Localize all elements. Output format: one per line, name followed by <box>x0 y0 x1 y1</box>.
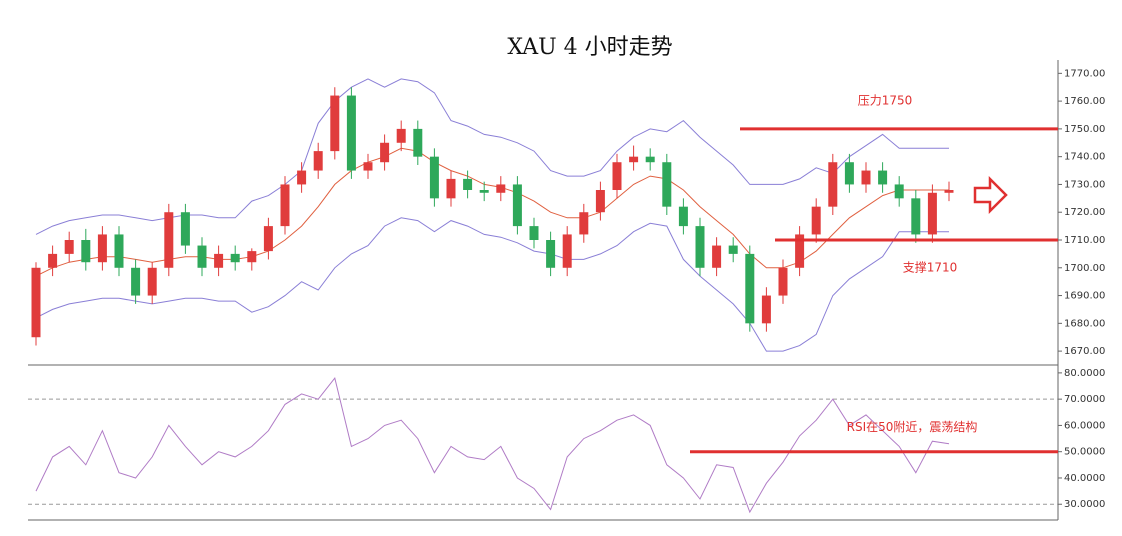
candle-body <box>263 226 273 252</box>
y-tick-label: 60.0000 <box>1064 420 1105 431</box>
candle-body <box>512 184 522 227</box>
y-tick-label: 1710.00 <box>1064 235 1105 246</box>
candle-body <box>878 170 888 185</box>
candle-body <box>164 212 174 268</box>
candle-body <box>811 206 821 235</box>
candle-body <box>297 170 307 185</box>
y-tick-label: 1700.00 <box>1064 263 1105 274</box>
candle-body <box>380 142 390 163</box>
y-tick-label: 1770.00 <box>1064 68 1105 79</box>
candle-body <box>313 151 323 171</box>
candle-body <box>861 170 871 185</box>
candle-body <box>927 192 937 235</box>
candle-body <box>778 267 788 296</box>
candle-body <box>330 95 340 152</box>
candle-body <box>396 128 406 143</box>
candle-body <box>629 156 639 163</box>
candle-body <box>662 162 672 207</box>
candle-body <box>479 190 489 193</box>
y-tick-label: 70.0000 <box>1064 394 1105 405</box>
y-tick-label: 1720.00 <box>1064 207 1105 218</box>
candle-body <box>911 198 921 235</box>
candle-body <box>197 245 207 268</box>
candle-body <box>247 251 257 263</box>
candle-body <box>429 156 439 199</box>
candle-body <box>546 240 556 268</box>
candle-body <box>463 178 473 190</box>
candle-body <box>562 234 572 268</box>
candle-body <box>446 178 456 199</box>
y-tick-label: 1740.00 <box>1064 152 1105 163</box>
direction-arrow <box>973 175 1008 215</box>
candle-body <box>944 190 954 193</box>
candle-body <box>81 240 91 263</box>
candle-body <box>114 234 124 268</box>
y-tick-label: 1690.00 <box>1064 291 1105 302</box>
candle-body <box>64 240 74 254</box>
candle-body <box>828 162 838 207</box>
annotation: 支撑1710 <box>903 260 958 275</box>
candle-body <box>761 295 771 324</box>
candle-body <box>645 156 655 163</box>
candle-body <box>413 128 423 157</box>
candle-body <box>31 267 41 338</box>
series-line <box>35 217 949 352</box>
candle-body <box>745 253 755 324</box>
chart-title: XAU 4 小时走势 <box>507 35 672 60</box>
candle-body <box>712 245 722 268</box>
series-line <box>35 376 950 514</box>
candle-body <box>678 206 688 227</box>
candle-body <box>795 234 805 268</box>
candle-body <box>230 253 240 263</box>
y-tick-label: 1730.00 <box>1064 179 1105 190</box>
candle-body <box>346 95 356 171</box>
candle-body <box>612 162 622 190</box>
y-tick-label: 50.0000 <box>1064 447 1105 458</box>
y-tick-label: 1680.00 <box>1064 318 1105 329</box>
y-tick-label: 30.0000 <box>1064 499 1105 510</box>
candle-body <box>579 212 589 235</box>
candle-body <box>214 253 224 268</box>
candle-body <box>595 190 605 213</box>
candle-body <box>363 162 373 171</box>
candle-body <box>496 184 506 193</box>
candle-body <box>529 226 539 240</box>
annotation: 压力1750 <box>858 93 913 107</box>
candle-body <box>728 245 738 254</box>
candle-body <box>894 184 904 199</box>
y-tick-label: 40.0000 <box>1064 473 1105 484</box>
candle-body <box>695 226 705 268</box>
candle-body <box>48 253 58 268</box>
candle-body <box>844 162 854 185</box>
annotation: RSI在50附近，震荡结构 <box>847 419 978 434</box>
y-tick-label: 1750.00 <box>1064 124 1105 135</box>
candle-body <box>147 267 157 296</box>
candle-body <box>280 184 290 227</box>
candle-body <box>180 212 190 246</box>
y-tick-label: 80.0000 <box>1064 368 1105 379</box>
y-tick-label: 1670.00 <box>1064 346 1105 357</box>
candle-body <box>131 267 141 296</box>
candle-body <box>97 234 107 263</box>
y-tick-label: 1760.00 <box>1064 96 1105 107</box>
